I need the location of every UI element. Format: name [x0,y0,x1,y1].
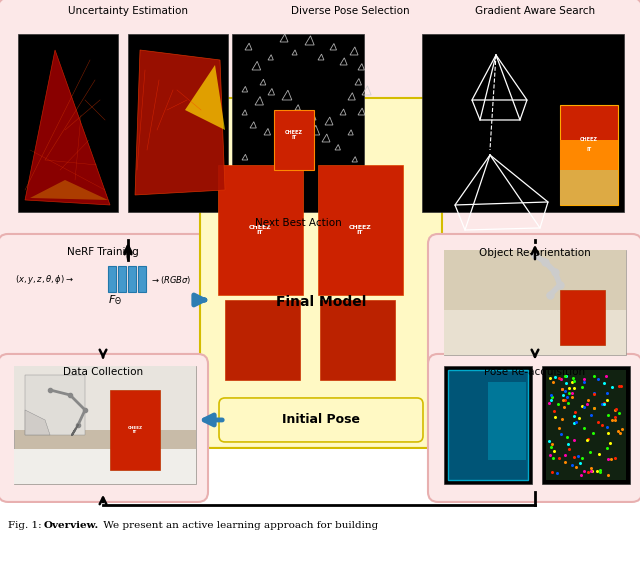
Bar [232,34,364,212]
Bar [546,370,626,480]
Bar [560,170,618,205]
Text: We present an active learning approach for building: We present an active learning approach f… [100,521,378,530]
FancyBboxPatch shape [219,398,423,442]
Text: CHEEZ: CHEEZ [580,137,598,142]
Text: Fig. 1:: Fig. 1: [8,521,45,530]
Text: Data Collection: Data Collection [63,367,143,377]
Bar [422,34,624,212]
Text: CHEEZ
IT: CHEEZ IT [349,224,371,236]
Bar [138,266,146,292]
Text: Overview.: Overview. [44,521,99,530]
Bar [560,290,605,345]
Bar [444,366,532,484]
Bar [128,34,228,212]
Text: Final Model: Final Model [276,295,366,309]
Text: $\rightarrow(RGB\sigma)$: $\rightarrow(RGB\sigma)$ [150,274,191,286]
FancyBboxPatch shape [428,354,640,502]
FancyBboxPatch shape [0,0,640,250]
Bar [108,266,116,292]
Bar [25,375,85,435]
Bar [274,110,314,170]
Text: Object Re-orientation: Object Re-orientation [479,248,591,258]
Text: CHEEZ
IT: CHEEZ IT [127,426,143,434]
Text: Pose Re-acquisition: Pose Re-acquisition [484,367,586,377]
FancyBboxPatch shape [0,234,208,372]
Bar [560,105,618,205]
Text: $(x,y,z,\theta,\phi)\rightarrow$: $(x,y,z,\theta,\phi)\rightarrow$ [15,273,74,287]
Bar [444,250,626,355]
Text: $F_\Theta$: $F_\Theta$ [108,293,122,307]
Polygon shape [25,50,110,205]
Polygon shape [135,50,225,195]
FancyBboxPatch shape [0,354,208,502]
Bar [444,250,626,310]
Bar [448,370,528,480]
Text: Uncertainty Estimation: Uncertainty Estimation [68,6,188,16]
Bar [218,165,303,295]
Bar [14,449,196,484]
FancyBboxPatch shape [200,98,442,448]
Bar [542,366,630,484]
Bar [128,266,136,292]
Bar [320,300,395,380]
Text: NeRF Training: NeRF Training [67,247,139,257]
Text: CHEEZ
IT: CHEEZ IT [248,224,271,236]
Text: IT: IT [586,148,591,153]
Bar [560,140,618,170]
Polygon shape [25,410,50,435]
FancyBboxPatch shape [428,234,640,372]
Bar [225,300,300,380]
Text: Gradient Aware Search: Gradient Aware Search [475,6,595,16]
Text: Next Best Action: Next Best Action [255,218,341,228]
Bar [110,390,160,470]
Text: Initial Pose: Initial Pose [282,413,360,426]
Polygon shape [30,180,108,200]
Bar [444,310,626,355]
Bar [488,382,526,460]
Bar [318,165,403,295]
Bar [14,366,196,484]
Bar [18,34,118,212]
Bar [118,266,126,292]
Text: CHEEZ
IT: CHEEZ IT [285,130,303,140]
Bar [448,370,528,480]
Bar [14,366,196,430]
Text: Diverse Pose Selection: Diverse Pose Selection [291,6,410,16]
Polygon shape [185,65,225,130]
